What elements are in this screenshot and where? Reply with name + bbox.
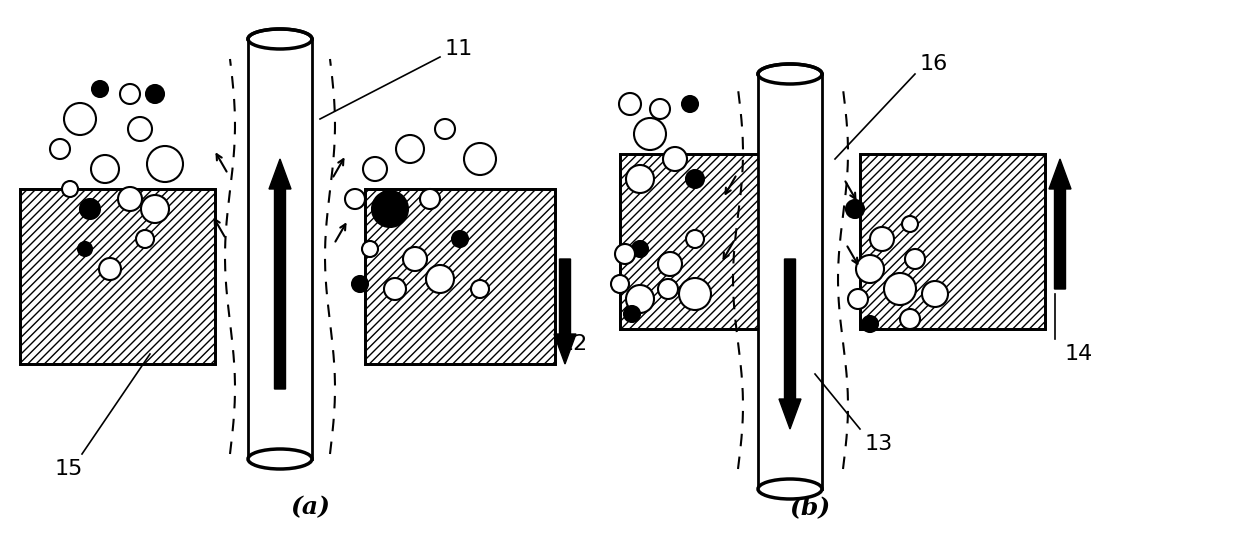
Circle shape bbox=[870, 227, 894, 251]
FancyArrow shape bbox=[1049, 159, 1071, 289]
Ellipse shape bbox=[248, 29, 312, 49]
Circle shape bbox=[362, 241, 378, 257]
Bar bbox=[861, 154, 1045, 329]
Ellipse shape bbox=[758, 64, 822, 84]
Circle shape bbox=[50, 139, 69, 159]
Circle shape bbox=[682, 96, 698, 112]
Circle shape bbox=[403, 247, 427, 271]
Text: 16: 16 bbox=[920, 54, 949, 74]
Circle shape bbox=[624, 306, 640, 322]
Circle shape bbox=[64, 103, 95, 135]
Text: 12: 12 bbox=[560, 334, 588, 354]
Circle shape bbox=[120, 84, 140, 104]
Text: 13: 13 bbox=[866, 434, 893, 454]
Circle shape bbox=[136, 230, 154, 248]
Bar bbox=[620, 154, 775, 329]
Circle shape bbox=[686, 230, 704, 248]
Bar bbox=[365, 189, 556, 364]
Circle shape bbox=[420, 189, 440, 209]
Circle shape bbox=[632, 241, 649, 257]
Circle shape bbox=[848, 289, 868, 309]
Circle shape bbox=[372, 191, 408, 227]
Circle shape bbox=[363, 157, 387, 181]
Circle shape bbox=[78, 242, 92, 256]
Circle shape bbox=[128, 117, 153, 141]
Ellipse shape bbox=[248, 449, 312, 469]
Circle shape bbox=[626, 165, 653, 193]
Circle shape bbox=[146, 85, 164, 103]
Circle shape bbox=[923, 281, 949, 307]
Circle shape bbox=[427, 265, 454, 293]
Bar bbox=[20, 189, 215, 364]
Circle shape bbox=[464, 143, 496, 175]
Circle shape bbox=[352, 276, 368, 292]
Circle shape bbox=[619, 93, 641, 115]
Bar bbox=[861, 154, 1045, 329]
Circle shape bbox=[650, 99, 670, 119]
Circle shape bbox=[862, 316, 878, 332]
Text: 15: 15 bbox=[55, 459, 83, 479]
Text: 14: 14 bbox=[1065, 344, 1094, 364]
Bar bbox=[248, 39, 312, 459]
Circle shape bbox=[615, 244, 635, 264]
Circle shape bbox=[901, 216, 918, 232]
Ellipse shape bbox=[758, 479, 822, 499]
Circle shape bbox=[384, 278, 405, 300]
Circle shape bbox=[345, 189, 365, 209]
Circle shape bbox=[91, 155, 119, 183]
Bar bbox=[758, 74, 822, 489]
Bar bbox=[365, 189, 556, 364]
Circle shape bbox=[663, 147, 687, 171]
Circle shape bbox=[900, 309, 920, 329]
Circle shape bbox=[118, 187, 143, 211]
FancyArrow shape bbox=[554, 259, 577, 364]
Circle shape bbox=[884, 273, 916, 305]
Circle shape bbox=[62, 181, 78, 197]
Bar bbox=[620, 154, 775, 329]
Circle shape bbox=[148, 146, 184, 182]
FancyArrow shape bbox=[779, 259, 801, 429]
Circle shape bbox=[396, 135, 424, 163]
Bar bbox=[861, 154, 1045, 329]
Circle shape bbox=[81, 199, 100, 219]
Text: (a): (a) bbox=[290, 495, 330, 519]
Circle shape bbox=[141, 195, 169, 223]
Bar bbox=[620, 154, 775, 329]
FancyArrow shape bbox=[269, 159, 291, 389]
Text: 11: 11 bbox=[445, 39, 474, 59]
Circle shape bbox=[99, 258, 122, 280]
Circle shape bbox=[435, 119, 455, 139]
Bar bbox=[365, 189, 556, 364]
Bar bbox=[20, 189, 215, 364]
Circle shape bbox=[471, 280, 489, 298]
Circle shape bbox=[92, 81, 108, 97]
Circle shape bbox=[626, 285, 653, 313]
Circle shape bbox=[686, 170, 704, 188]
Circle shape bbox=[905, 249, 925, 269]
Circle shape bbox=[611, 275, 629, 293]
Circle shape bbox=[453, 231, 467, 247]
Circle shape bbox=[846, 200, 864, 218]
Bar bbox=[20, 189, 215, 364]
Circle shape bbox=[680, 278, 711, 310]
Circle shape bbox=[856, 255, 884, 283]
Text: (b): (b) bbox=[790, 495, 831, 519]
Circle shape bbox=[658, 279, 678, 299]
Circle shape bbox=[658, 252, 682, 276]
Circle shape bbox=[634, 118, 666, 150]
